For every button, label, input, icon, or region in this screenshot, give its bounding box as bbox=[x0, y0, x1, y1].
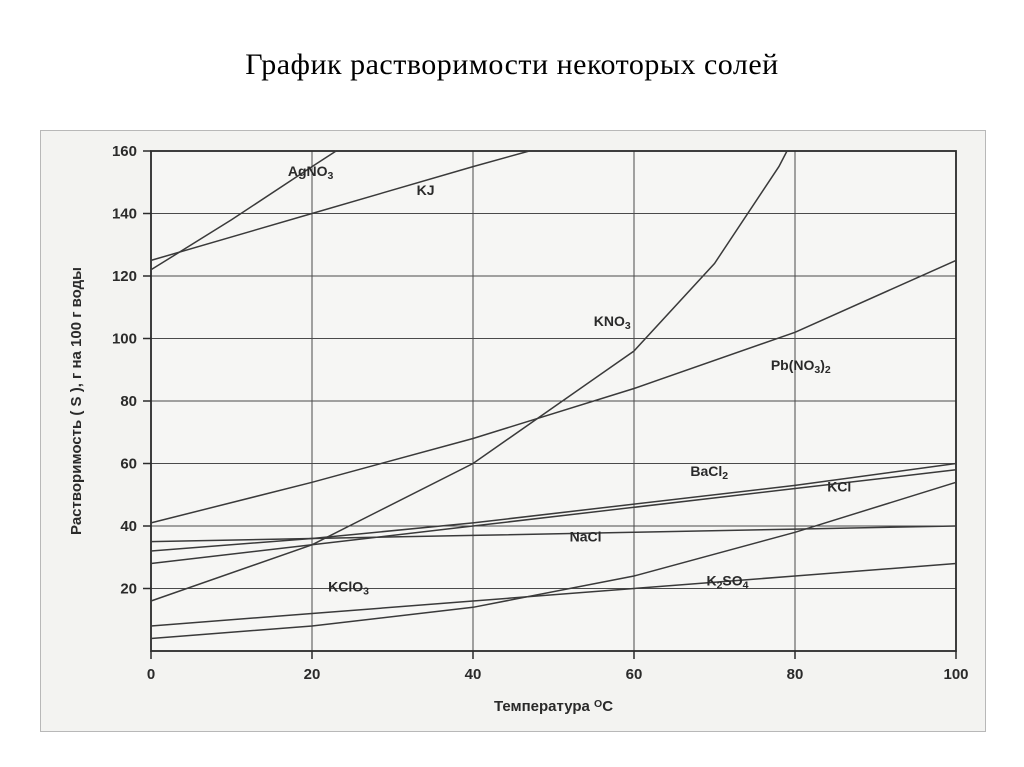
x-axis-label: Температура OC bbox=[494, 698, 613, 715]
svg-text:140: 140 bbox=[112, 206, 137, 223]
series-label-KCl: KCl bbox=[827, 479, 851, 495]
svg-text:80: 80 bbox=[787, 666, 804, 683]
svg-text:0: 0 bbox=[147, 666, 155, 683]
svg-text:20: 20 bbox=[120, 581, 137, 598]
svg-text:160: 160 bbox=[112, 143, 137, 160]
svg-text:100: 100 bbox=[943, 666, 968, 683]
svg-text:120: 120 bbox=[112, 268, 137, 285]
svg-text:40: 40 bbox=[120, 518, 137, 535]
y-axis-label: Растворимость ( S ), г на 100 г воды bbox=[68, 267, 85, 535]
page-title: График растворимости некоторых солей bbox=[0, 48, 1024, 82]
solubility-chart: 0 20 40 60 80 100 20 40 60 80 100 120 140 160 AgNO3 KJ K… bbox=[40, 130, 986, 732]
svg-text:40: 40 bbox=[465, 666, 482, 683]
series-label-KJ: KJ bbox=[417, 182, 435, 198]
svg-text:20: 20 bbox=[304, 666, 321, 683]
svg-text:60: 60 bbox=[626, 666, 643, 683]
svg-text:60: 60 bbox=[120, 456, 137, 473]
svg-text:80: 80 bbox=[120, 393, 137, 410]
series-label-KClO3: KClO3 bbox=[328, 579, 369, 598]
series-label-Pb(NO3)2: Pb(NO3)2 bbox=[771, 357, 831, 376]
series-label-NaCl: NaCl bbox=[570, 529, 602, 545]
series-label-K2SO4: K2SO4 bbox=[706, 572, 748, 591]
svg-text:100: 100 bbox=[112, 331, 137, 348]
series-label-AgNO3: AgNO3 bbox=[288, 163, 334, 182]
